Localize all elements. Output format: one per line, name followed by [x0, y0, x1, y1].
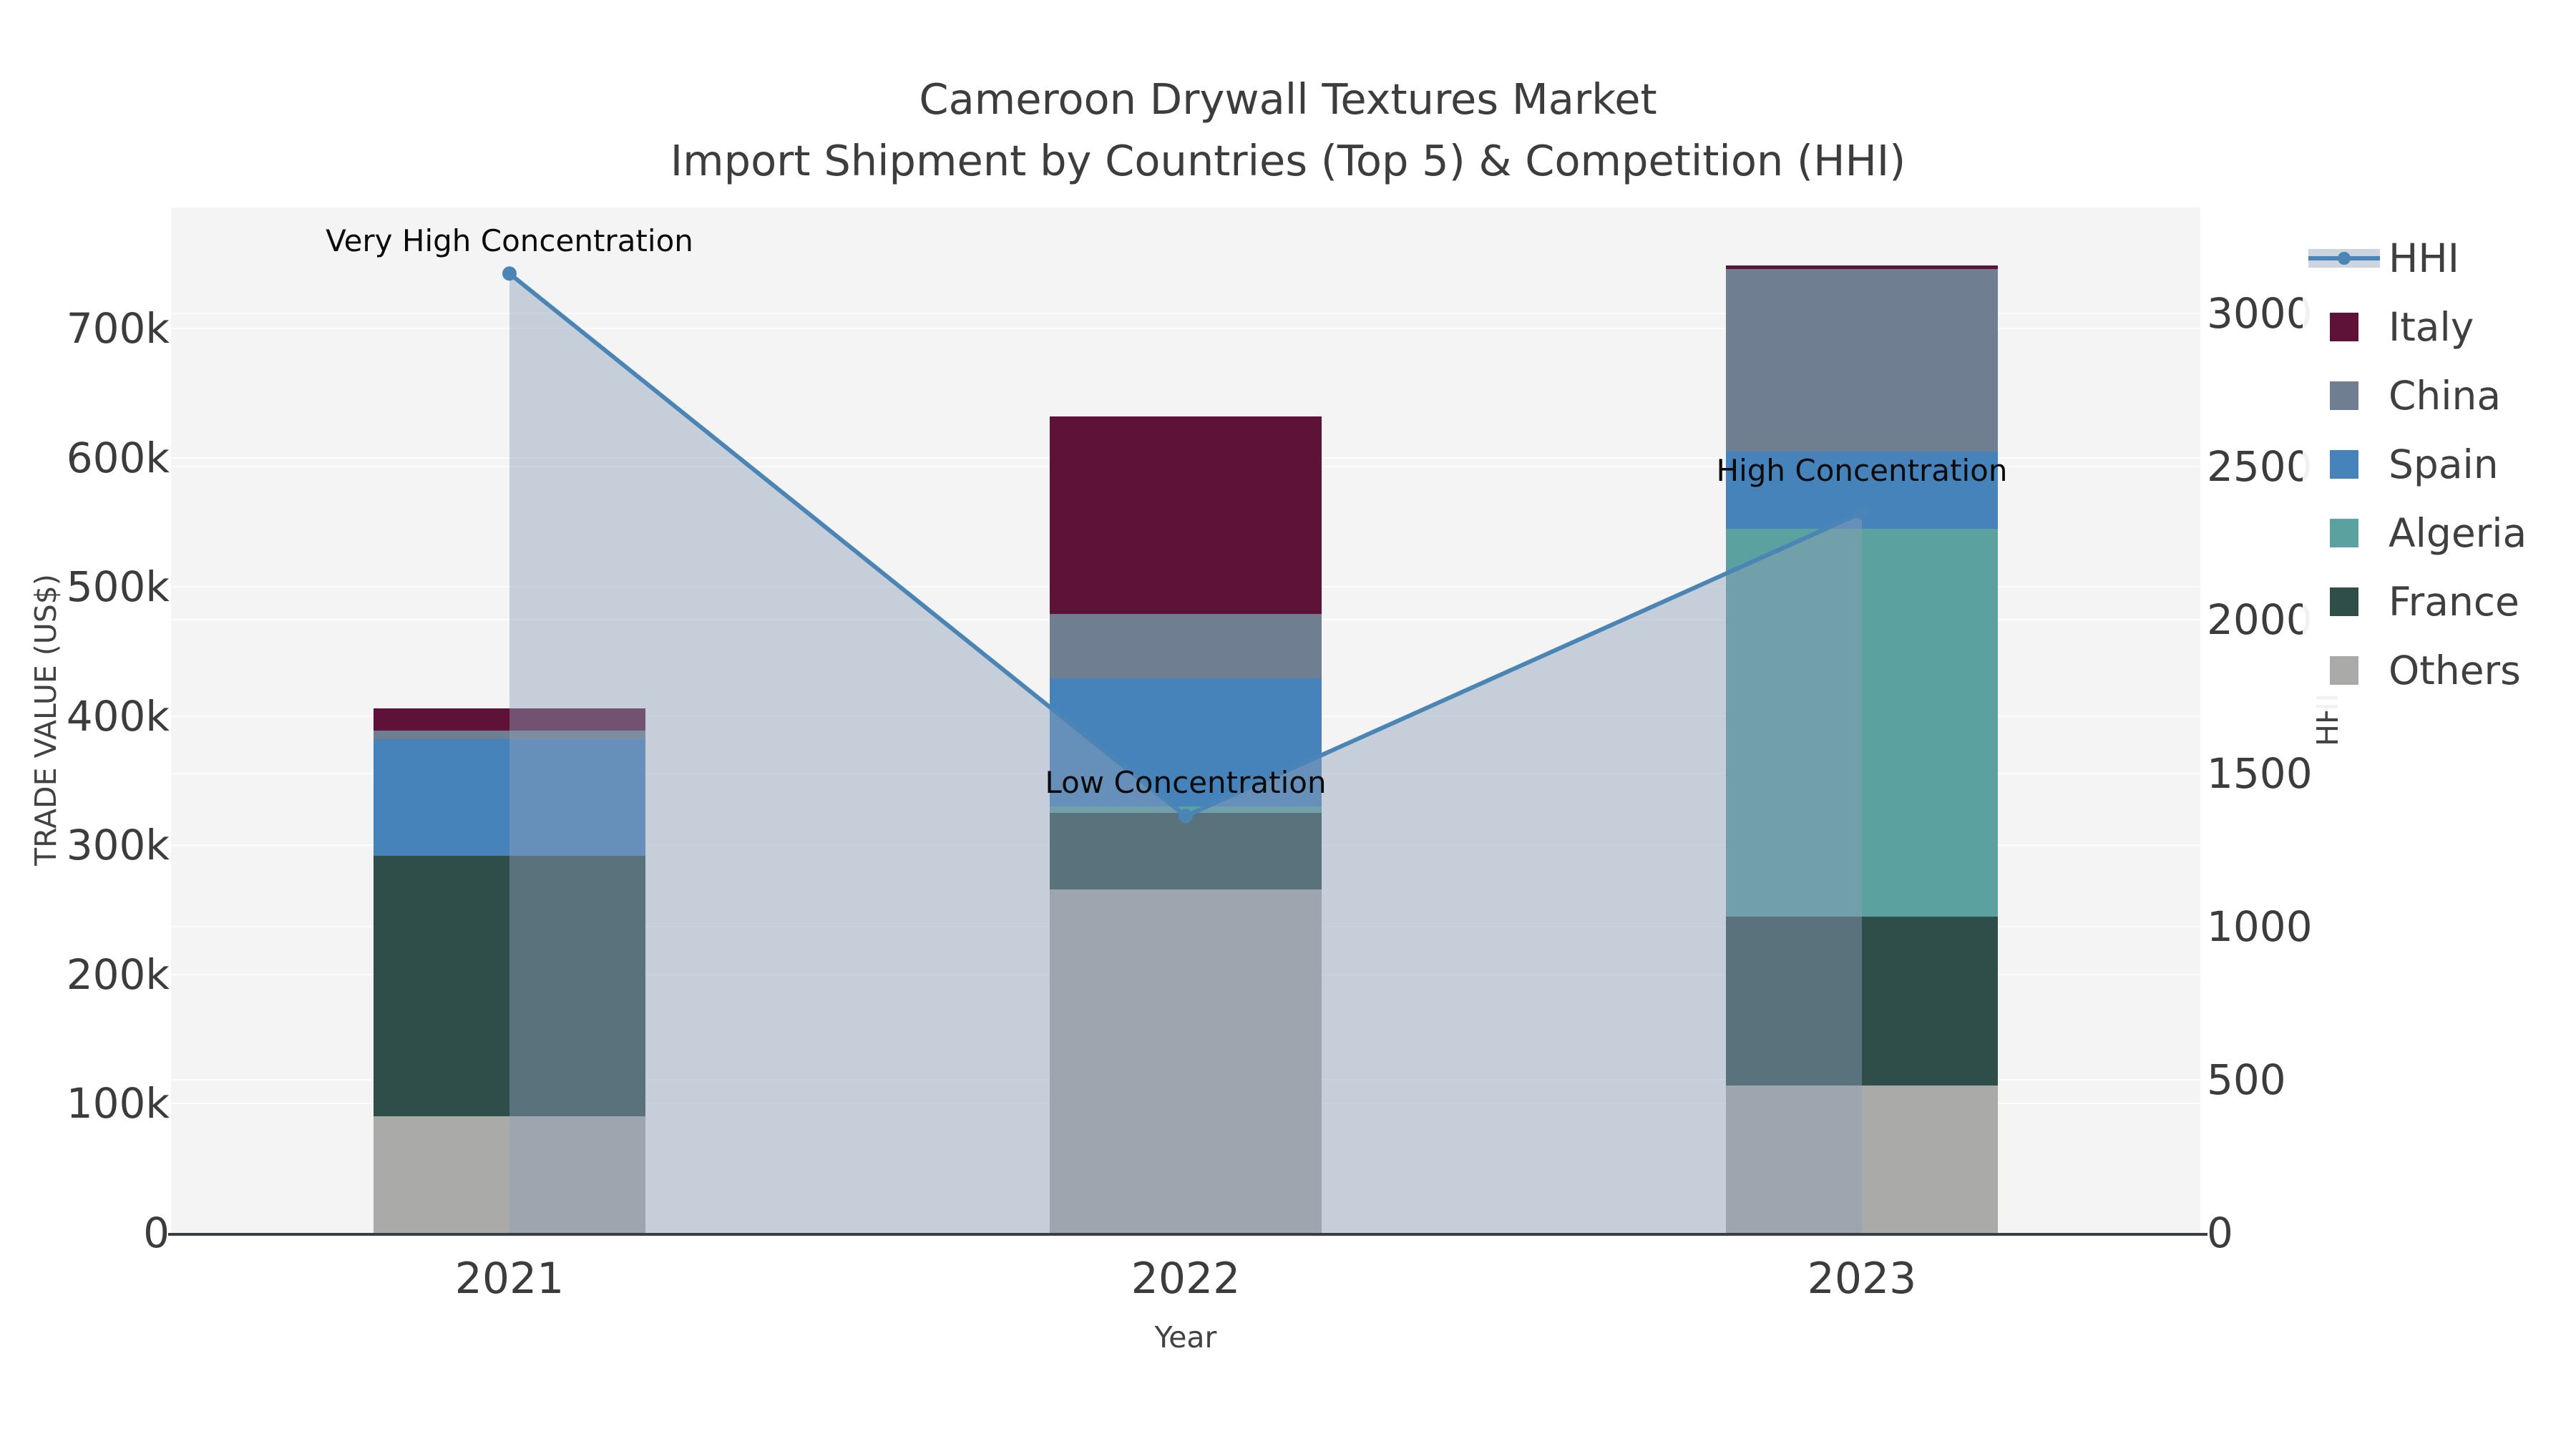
- y-right-tick-500: 500: [2207, 1055, 2286, 1104]
- annotation-2023: High Concentration: [1716, 453, 2008, 488]
- bar-2022-france: [1050, 813, 1322, 889]
- chart-title-line1: Cameroon Drywall Textures Market: [919, 74, 1657, 124]
- y-left-tick-700k: 700k: [66, 304, 170, 353]
- legend-swatch-spain: [2330, 450, 2358, 479]
- x-tick-2021: 2021: [454, 1254, 565, 1304]
- y-left-tick-400k: 400k: [66, 691, 170, 741]
- x-tick-2022: 2022: [1131, 1254, 1241, 1304]
- bar-2021-france: [374, 855, 645, 1117]
- legend-swatch-algeria: [2330, 519, 2358, 547]
- legend-label-hhi: HHI: [2389, 235, 2459, 281]
- legend-label-italy: Italy: [2389, 304, 2474, 350]
- x-axis-title: Year: [1154, 1320, 1217, 1355]
- bar-2021-spain: [374, 739, 645, 856]
- y-right-tick-2000: 2000: [2207, 595, 2313, 645]
- y-left-tick-600k: 600k: [66, 433, 170, 482]
- legend-label-spain: Spain: [2389, 441, 2499, 487]
- chart-title-line2: Import Shipment by Countries (Top 5) & C…: [670, 136, 1906, 185]
- y-right-tick-0: 0: [2207, 1209, 2233, 1257]
- bar-2022-italy: [1050, 416, 1322, 615]
- y-right-tick-1500: 1500: [2207, 748, 2313, 798]
- y-left-tick-500k: 500k: [66, 562, 170, 612]
- bar-2021-italy: [374, 708, 645, 731]
- y-left-tick-100k: 100k: [66, 1079, 170, 1128]
- legend-swatch-france: [2330, 587, 2358, 616]
- y-left-tick-300k: 300k: [66, 821, 170, 870]
- annotation-2022: Low Concentration: [1045, 765, 1327, 800]
- y-right-tick-2500: 2500: [2207, 442, 2313, 492]
- bar-2022-china: [1050, 614, 1322, 679]
- x-axis-line: [168, 1233, 2207, 1236]
- legend-label-china: China: [2389, 373, 2502, 419]
- y-right-tick-3000: 3000: [2207, 289, 2313, 338]
- legend-swatch-others: [2330, 656, 2358, 685]
- bar-2021-others: [374, 1116, 645, 1233]
- annotation-2021: Very High Concentration: [326, 223, 693, 258]
- legend-label-algeria: Algeria: [2389, 510, 2527, 556]
- bar-2022-algeria: [1050, 806, 1322, 814]
- bar-2022-others: [1050, 889, 1322, 1233]
- x-tick-2023: 2023: [1807, 1254, 1917, 1304]
- bar-2023-france: [1726, 916, 1998, 1086]
- chart-title: Cameroon Drywall Textures Market Import …: [670, 69, 1906, 192]
- bar-2023-china: [1726, 268, 1998, 452]
- y-left-tick-0: 0: [143, 1209, 170, 1257]
- legend-label-france: France: [2389, 579, 2519, 625]
- bar-2023-algeria: [1726, 528, 1998, 917]
- bar-2023-italy: [1726, 265, 1998, 269]
- legend-swatch-china: [2330, 381, 2358, 410]
- bar-2023-others: [1726, 1085, 1998, 1233]
- bar-2021-china: [374, 730, 645, 740]
- legend-label-others: Others: [2389, 648, 2521, 693]
- y-right-tick-1000: 1000: [2207, 902, 2313, 951]
- legend-hhi-marker: [2338, 252, 2351, 265]
- legend-swatch-italy: [2330, 313, 2358, 341]
- y-left-tick-200k: 200k: [66, 950, 170, 999]
